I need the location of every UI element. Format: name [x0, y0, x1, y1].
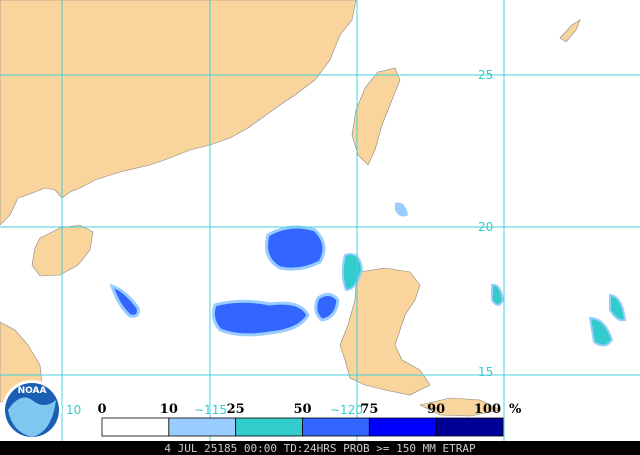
legend-swatch: [302, 417, 370, 437]
graticule: [0, 0, 640, 441]
land-islands: [559, 19, 581, 43]
footer-text: 4 JUL 25185 00:00 TD:24HRS PROB >= 150 M…: [164, 442, 476, 455]
footer-bar: [0, 441, 640, 455]
noaa-logo: NOAA: [2, 380, 62, 440]
legend-swatch: [168, 417, 237, 437]
lon-label: −115: [194, 403, 227, 417]
legend-label: 50: [293, 402, 311, 417]
legend-label: 10: [160, 402, 178, 417]
lat-label: 25: [478, 68, 493, 82]
legend-label: 100: [474, 402, 501, 417]
logo-text: NOAA: [18, 386, 47, 396]
legend-label: 75: [360, 402, 378, 417]
legend: 0 10 25 50 75 90 100%: [97, 402, 522, 437]
lat-label: 20: [478, 220, 493, 234]
legend-unit: %: [509, 402, 522, 417]
legend-swatch: [101, 417, 170, 437]
legend-label: 25: [227, 402, 245, 417]
legend-swatch: [435, 417, 504, 437]
land-mainland: [0, 0, 357, 226]
land-luzon: [339, 267, 431, 396]
land-visayas: [419, 397, 501, 417]
lat-label: 15: [478, 365, 493, 379]
lon-label: −120: [330, 403, 363, 417]
legend-swatch: [235, 417, 303, 437]
legend-swatch: [368, 417, 437, 437]
legend-label: 0: [97, 402, 106, 417]
lon-label: 10: [66, 403, 81, 417]
precip: [109, 202, 627, 347]
legend-label: 90: [427, 402, 445, 417]
